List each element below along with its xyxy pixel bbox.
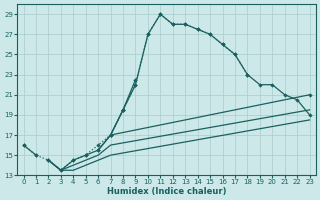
X-axis label: Humidex (Indice chaleur): Humidex (Indice chaleur) [107, 187, 226, 196]
